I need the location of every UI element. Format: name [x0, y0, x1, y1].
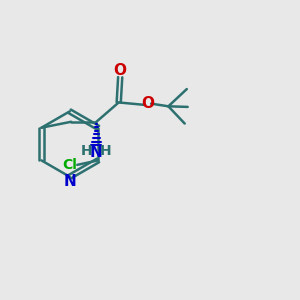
Text: N: N: [63, 174, 76, 189]
Text: H: H: [100, 144, 112, 158]
Text: Cl: Cl: [62, 158, 77, 172]
Text: O: O: [141, 96, 154, 111]
Text: H: H: [81, 144, 93, 158]
Text: N: N: [90, 145, 103, 160]
Text: O: O: [114, 63, 127, 78]
